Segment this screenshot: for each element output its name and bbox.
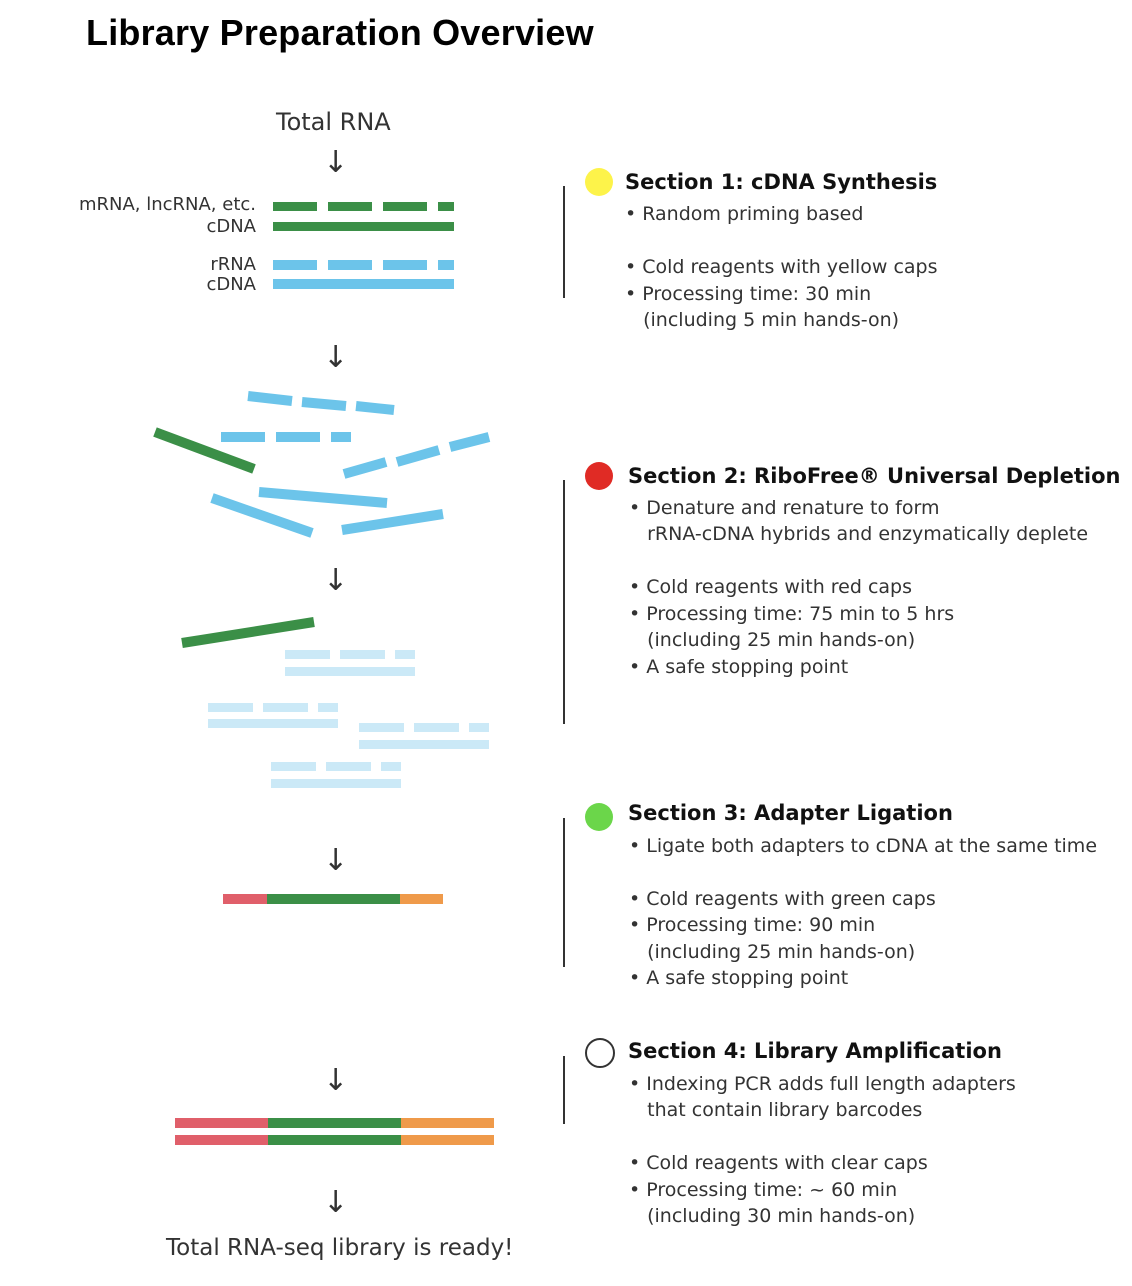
- mrna-segment: [328, 202, 372, 211]
- mrna-strand: [273, 202, 454, 211]
- section-2-bullet: • Cold reagents with red caps: [629, 576, 913, 598]
- section-4-title: Section 4: Library Amplification: [628, 1039, 1002, 1063]
- green-cap-icon: [585, 803, 613, 831]
- rrna-segment: [438, 260, 454, 270]
- amplified-library: [175, 1118, 494, 1145]
- section-3-bullet: • Ligate both adapters to cDNA at the sa…: [629, 835, 1098, 857]
- section-2-bullet: • Denature and renature to form: [629, 497, 940, 519]
- section-divider: [563, 1056, 565, 1124]
- rrna-label: rRNA: [210, 254, 256, 275]
- section-2-bullet: rRNA-cDNA hybrids and enzymatically depl…: [629, 523, 1089, 545]
- section-divider: [563, 480, 565, 724]
- section-3-bullet: • Processing time: 90 min: [629, 914, 876, 936]
- depleted-rrna: [208, 650, 489, 788]
- arrow-down-icon: ↓: [323, 1185, 349, 1220]
- mrna-segment: [383, 202, 427, 211]
- section-4-bullet: • Processing time: ~ 60 min: [629, 1179, 898, 1201]
- arrow-down-icon: ↓: [323, 843, 349, 878]
- section-2-bullet: • Processing time: 75 min to 5 hrs: [629, 603, 955, 625]
- page-title: Library Preparation Overview: [86, 12, 594, 53]
- section-4-bullet: • Indexing PCR adds full length adapters: [629, 1073, 1016, 1095]
- arrow-down-icon: ↓: [323, 563, 349, 598]
- section-2-bullet: (including 25 min hands-on): [629, 629, 916, 651]
- section-4-bullet: • Cold reagents with clear caps: [629, 1152, 928, 1174]
- section-3-title: Section 3: Adapter Ligation: [628, 801, 953, 825]
- section-1-bullet: • Cold reagents with yellow caps: [625, 256, 938, 278]
- rrna-segment: [383, 260, 427, 270]
- mrna-segment: [273, 202, 317, 211]
- mrna-label: mRNA, lncRNA, etc.: [78, 194, 256, 215]
- arrow-down-icon: ↓: [323, 340, 349, 375]
- section-4-bullet: (including 30 min hands-on): [629, 1205, 916, 1227]
- rrna-strand: [273, 260, 454, 270]
- ligated-strand: [223, 894, 443, 904]
- mrna-segment: [438, 202, 454, 211]
- cdna-strand: [273, 279, 454, 289]
- section-4-bullet: that contain library barcodes: [629, 1099, 923, 1121]
- section-1-bullet: • Processing time: 30 min: [625, 283, 872, 305]
- red-cap-icon: [585, 462, 613, 490]
- cdna-strand: [181, 617, 315, 648]
- section-3-bullet: • Cold reagents with green caps: [629, 888, 936, 910]
- section-1-bullet: (including 5 min hands-on): [625, 309, 900, 331]
- rrna-segment: [273, 260, 317, 270]
- section-divider: [563, 186, 565, 298]
- section-2-title: Section 2: RiboFree® Universal Depletion: [628, 464, 1121, 488]
- cdna-label: cDNA: [206, 274, 256, 295]
- arrow-down-icon: ↓: [323, 1063, 349, 1098]
- section-2-bullet: • A safe stopping point: [629, 656, 849, 678]
- start-label: Total RNA: [276, 108, 391, 136]
- section-1-title: Section 1: cDNA Synthesis: [625, 170, 938, 194]
- arrow-down-icon: ↓: [323, 145, 349, 180]
- hybrid-fragments: [153, 391, 491, 538]
- rrna-segment: [328, 260, 372, 270]
- cdna-strand: [273, 222, 454, 231]
- section-3-bullet: • A safe stopping point: [629, 967, 849, 989]
- section-divider: [563, 818, 565, 967]
- cdna-label: cDNA: [206, 216, 256, 237]
- section-1-bullet: • Random priming based: [625, 203, 864, 225]
- section-3-bullet: (including 25 min hands-on): [629, 941, 916, 963]
- clear-cap-icon: [585, 1038, 615, 1068]
- end-label: Total RNA-seq library is ready!: [166, 1235, 514, 1261]
- yellow-cap-icon: [585, 168, 613, 196]
